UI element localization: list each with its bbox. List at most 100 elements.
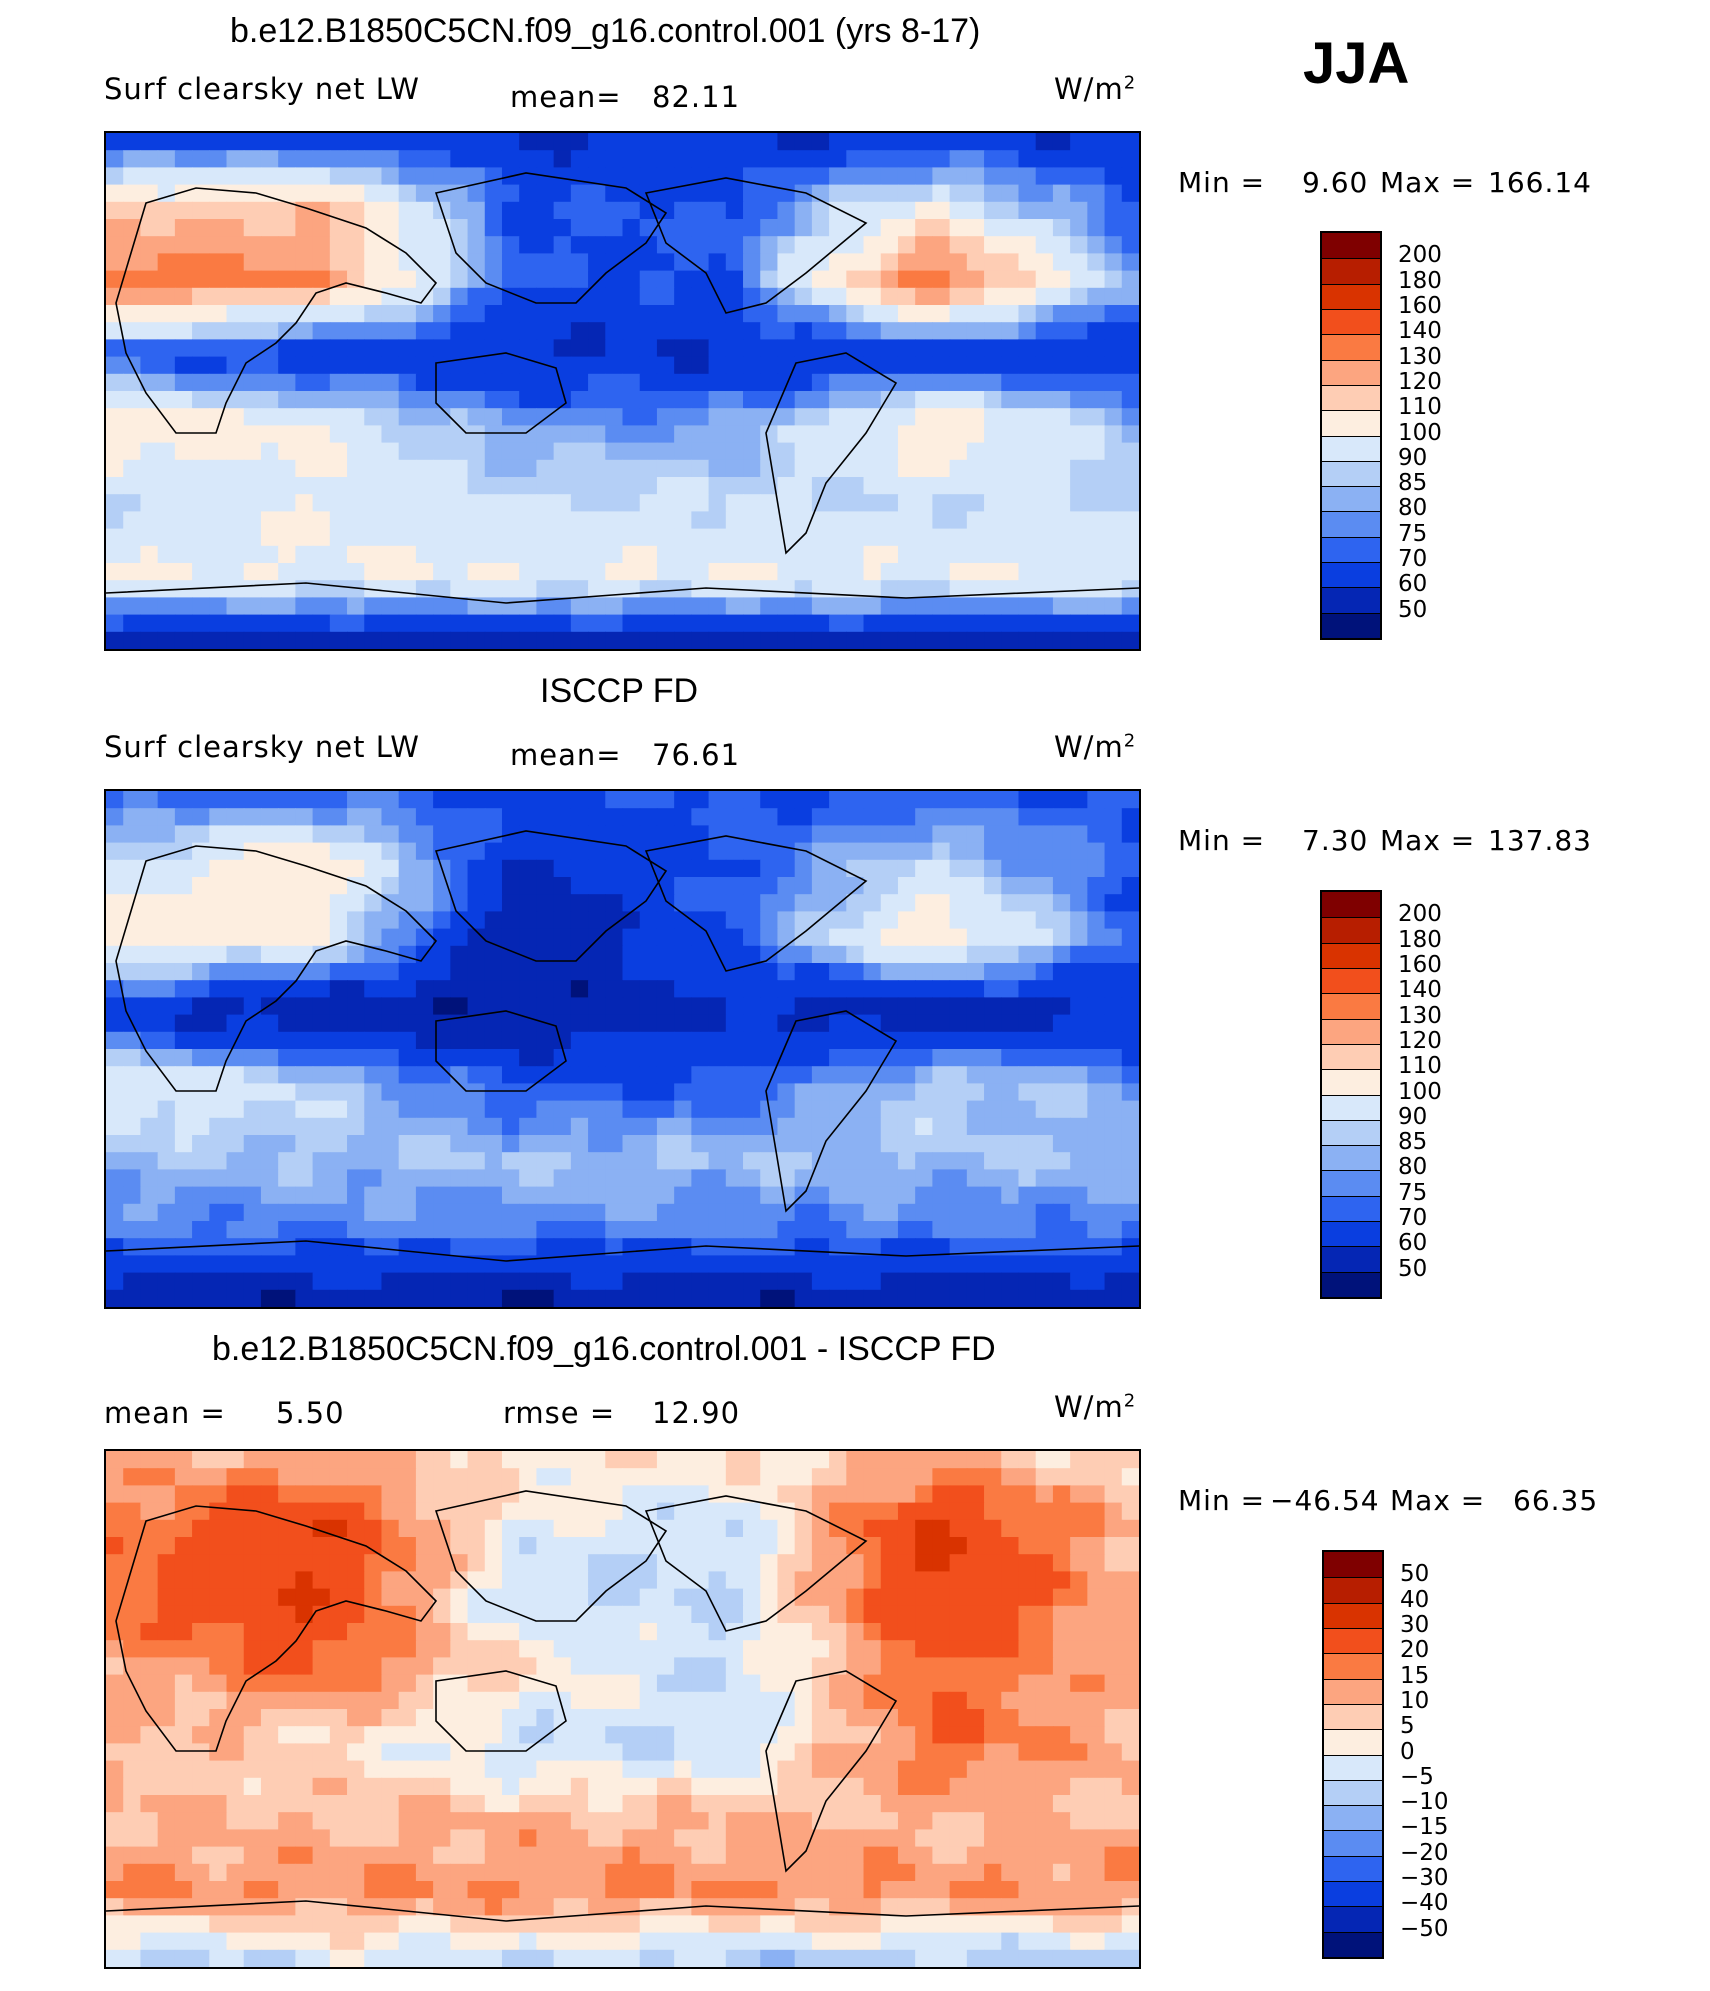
map-cell <box>106 528 124 547</box>
map-cell <box>829 373 847 392</box>
map-cell <box>674 1169 692 1188</box>
map-cell <box>691 1743 710 1762</box>
map-cell <box>1104 322 1123 340</box>
map-cell <box>1018 373 1037 392</box>
map-cell <box>777 877 796 895</box>
map-cell <box>536 1221 555 1239</box>
map-cell <box>278 425 296 444</box>
map-cell <box>949 150 968 168</box>
map-cell <box>364 877 383 895</box>
map-cell <box>398 442 417 461</box>
map-cell <box>725 184 744 203</box>
map-cell <box>915 322 933 340</box>
map-cell <box>192 459 210 478</box>
map-cell <box>794 1709 813 1727</box>
map-cell <box>433 1657 451 1676</box>
map-cell <box>174 842 193 861</box>
map-cell <box>106 545 124 564</box>
map-cell <box>364 1135 383 1153</box>
map-cell <box>347 597 365 616</box>
map-cell <box>588 911 606 930</box>
map-cell <box>467 1657 486 1676</box>
map-cell <box>501 1169 520 1188</box>
map-cell <box>708 373 727 392</box>
map-cell <box>1001 1031 1020 1050</box>
map-cell <box>192 270 210 289</box>
map-cell <box>278 270 296 289</box>
map-cell <box>467 1726 486 1744</box>
map-cell <box>932 1031 951 1050</box>
map-cell <box>278 1571 296 1590</box>
map-cell <box>984 1519 1002 1538</box>
map-cell <box>157 1135 176 1153</box>
map-cell <box>329 1221 348 1239</box>
map-cell <box>829 1605 847 1624</box>
map-cell <box>174 545 193 564</box>
map-cell <box>192 339 210 358</box>
map-cell <box>915 980 933 998</box>
map-cell <box>329 1100 348 1119</box>
map-cell <box>398 1186 417 1205</box>
map-cell <box>570 928 589 947</box>
map-cell <box>364 1066 383 1084</box>
map-cell <box>691 356 710 375</box>
map-cell <box>932 980 951 998</box>
map-cell <box>932 425 951 444</box>
map-cell <box>174 928 193 947</box>
map-cell <box>1001 391 1020 409</box>
map-cell <box>209 477 228 495</box>
map-cell <box>329 167 348 186</box>
map-cell <box>243 894 262 912</box>
map-cell <box>1070 1152 1088 1170</box>
map-cell <box>966 1485 985 1504</box>
map-cell <box>639 150 658 168</box>
map-cell <box>725 356 744 375</box>
map-cell <box>639 1485 658 1504</box>
map-cell <box>932 287 951 306</box>
map-cell <box>106 1485 124 1504</box>
map-cell <box>570 511 589 530</box>
map-cell <box>708 1289 727 1307</box>
map-cell <box>381 1726 400 1744</box>
map-cell <box>1070 631 1088 649</box>
map-cell <box>226 842 245 861</box>
map-cell <box>794 201 813 220</box>
map-cell <box>897 1289 916 1307</box>
map-cell <box>260 1169 279 1188</box>
map-cell <box>1070 1238 1088 1256</box>
map-cell <box>123 1186 142 1205</box>
map-cell <box>777 825 796 844</box>
map-cell <box>1018 1726 1037 1744</box>
map-cell <box>467 911 486 930</box>
map-cell <box>622 167 641 186</box>
map-cell <box>106 928 124 947</box>
map-cell <box>743 1795 761 1813</box>
map-cell <box>192 808 210 826</box>
map-cell <box>777 1135 796 1153</box>
map-cell <box>1121 842 1139 861</box>
colorbar-tick-label: 140 <box>1398 977 1442 1004</box>
map-cell <box>260 133 279 151</box>
map-cell <box>192 1221 210 1239</box>
map-cell <box>639 859 658 878</box>
map-cell <box>725 494 744 512</box>
map-cell <box>174 373 193 392</box>
map-cell <box>536 494 555 512</box>
map-cell <box>519 1657 538 1676</box>
map-cell <box>501 1083 520 1102</box>
map-cell <box>829 808 847 826</box>
map-cell <box>295 1031 314 1050</box>
map-cell <box>278 236 296 254</box>
map-cell <box>949 1726 968 1744</box>
map-cell <box>1052 511 1071 530</box>
map-cell <box>243 563 262 581</box>
map-cell <box>433 373 451 392</box>
map-cell <box>984 1272 1002 1291</box>
map-cell <box>415 563 434 581</box>
map-cell <box>398 305 417 323</box>
map-cell <box>243 911 262 930</box>
map-cell <box>811 322 830 340</box>
map-cell <box>312 580 331 598</box>
map-cell <box>846 494 865 512</box>
map-cell <box>123 1049 142 1067</box>
